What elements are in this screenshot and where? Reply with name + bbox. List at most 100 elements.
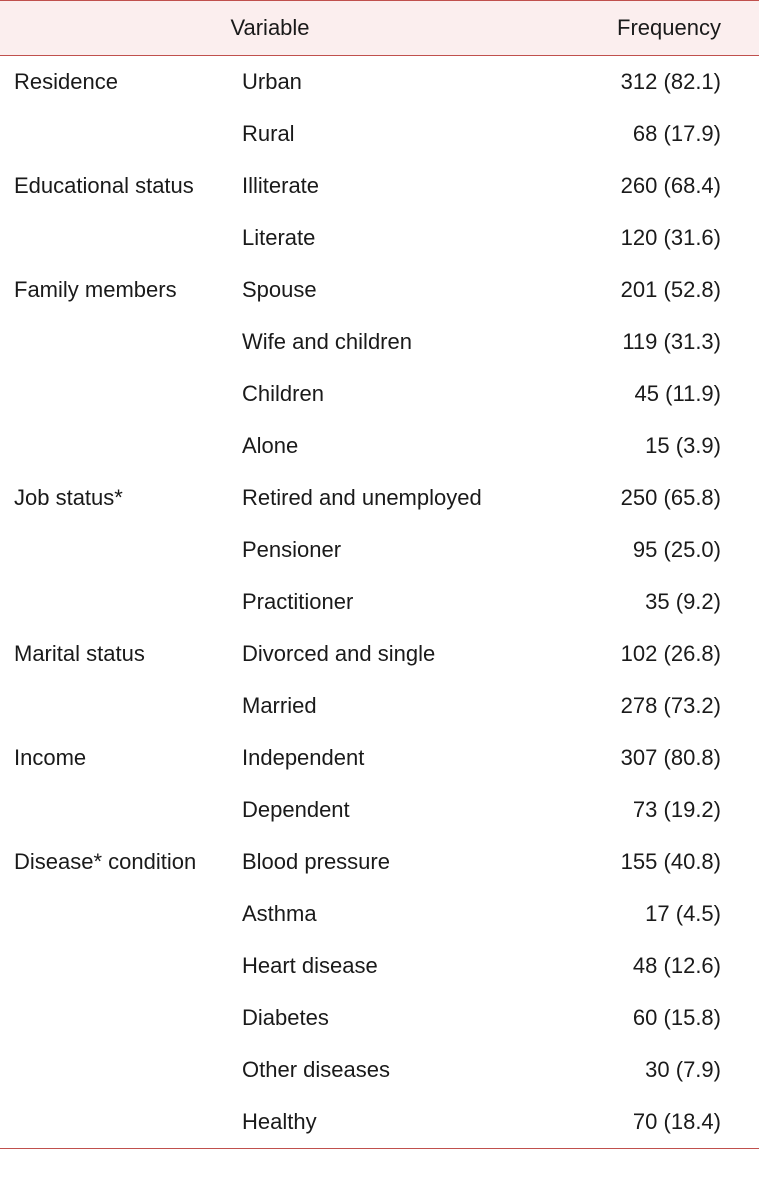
frequency-count: 260 bbox=[617, 173, 657, 199]
frequency-cell: 35 (9.2) bbox=[540, 576, 759, 628]
frequency-count: 250 bbox=[617, 485, 657, 511]
frequency-cell: 102 (26.8) bbox=[540, 628, 759, 680]
column-header-frequency: Frequency bbox=[540, 1, 759, 56]
table-row: Rural68 (17.9) bbox=[0, 108, 759, 160]
variable-cell: Job status* bbox=[0, 472, 230, 524]
frequency-cell: 120 (31.6) bbox=[540, 212, 759, 264]
variable-cell bbox=[0, 108, 230, 160]
frequency-percent: (73.2) bbox=[664, 693, 721, 718]
category-cell: Dependent bbox=[230, 784, 540, 836]
variable-cell bbox=[0, 680, 230, 732]
variable-cell bbox=[0, 992, 230, 1044]
category-cell: Asthma bbox=[230, 888, 540, 940]
frequency-count: 155 bbox=[617, 849, 657, 875]
category-cell: Urban bbox=[230, 56, 540, 109]
table-header-row: Variable Frequency bbox=[0, 1, 759, 56]
frequency-cell: 73 (19.2) bbox=[540, 784, 759, 836]
frequency-percent: (11.9) bbox=[665, 381, 721, 406]
column-header-variable: Variable bbox=[0, 1, 540, 56]
category-cell: Retired and unemployed bbox=[230, 472, 540, 524]
variable-cell bbox=[0, 524, 230, 576]
category-cell: Alone bbox=[230, 420, 540, 472]
category-cell: Diabetes bbox=[230, 992, 540, 1044]
frequency-percent: (17.9) bbox=[664, 121, 721, 146]
category-cell: Heart disease bbox=[230, 940, 540, 992]
table-row: Literate120 (31.6) bbox=[0, 212, 759, 264]
variable-cell bbox=[0, 316, 230, 368]
table-row: Married278 (73.2) bbox=[0, 680, 759, 732]
variable-cell: Residence bbox=[0, 56, 230, 109]
frequency-count: 17 bbox=[630, 901, 670, 927]
variable-cell: Family members bbox=[0, 264, 230, 316]
variable-cell: Marital status bbox=[0, 628, 230, 680]
category-cell: Independent bbox=[230, 732, 540, 784]
table-row: Marital statusDivorced and single102 (26… bbox=[0, 628, 759, 680]
frequency-percent: (65.8) bbox=[664, 485, 721, 510]
frequency-count: 312 bbox=[617, 69, 657, 95]
variable-cell bbox=[0, 784, 230, 836]
frequency-cell: 312 (82.1) bbox=[540, 56, 759, 109]
frequency-count: 278 bbox=[617, 693, 657, 719]
frequency-cell: 307 (80.8) bbox=[540, 732, 759, 784]
category-cell: Literate bbox=[230, 212, 540, 264]
variable-cell bbox=[0, 368, 230, 420]
category-cell: Other diseases bbox=[230, 1044, 540, 1096]
frequency-cell: 70 (18.4) bbox=[540, 1096, 759, 1149]
frequency-percent: (52.8) bbox=[664, 277, 721, 302]
frequency-cell: 17 (4.5) bbox=[540, 888, 759, 940]
frequency-percent: (31.3) bbox=[664, 329, 721, 354]
frequency-percent: (9.2) bbox=[676, 589, 721, 614]
frequency-count: 201 bbox=[617, 277, 657, 303]
frequency-count: 73 bbox=[617, 797, 657, 823]
frequency-percent: (40.8) bbox=[664, 849, 721, 874]
frequency-count: 120 bbox=[617, 225, 657, 251]
table-row: Pensioner95 (25.0) bbox=[0, 524, 759, 576]
frequency-count: 35 bbox=[630, 589, 670, 615]
category-cell: Married bbox=[230, 680, 540, 732]
category-cell: Spouse bbox=[230, 264, 540, 316]
frequency-count: 30 bbox=[630, 1057, 670, 1083]
frequency-cell: 68 (17.9) bbox=[540, 108, 759, 160]
table-row: Wife and children 119 (31.3) bbox=[0, 316, 759, 368]
table-row: Alone15 (3.9) bbox=[0, 420, 759, 472]
table-row: Heart disease48 (12.6) bbox=[0, 940, 759, 992]
variable-cell: Educational status bbox=[0, 160, 230, 212]
variable-cell bbox=[0, 420, 230, 472]
frequency-cell: 250 (65.8) bbox=[540, 472, 759, 524]
category-cell: Healthy bbox=[230, 1096, 540, 1149]
table-body: ResidenceUrban312 (82.1)Rural68 (17.9)Ed… bbox=[0, 56, 759, 1149]
frequency-percent: (25.0) bbox=[664, 537, 721, 562]
table-row: Children45 (11.9) bbox=[0, 368, 759, 420]
frequency-percent: (15.8) bbox=[664, 1005, 721, 1030]
variable-cell: Disease* condition bbox=[0, 836, 230, 888]
frequency-percent: (18.4) bbox=[664, 1109, 721, 1134]
category-cell: Illiterate bbox=[230, 160, 540, 212]
category-cell: Children bbox=[230, 368, 540, 420]
variable-cell bbox=[0, 888, 230, 940]
frequency-cell: 95 (25.0) bbox=[540, 524, 759, 576]
data-table: Variable Frequency ResidenceUrban312 (82… bbox=[0, 0, 759, 1149]
frequency-count: 119 bbox=[617, 329, 657, 355]
frequency-cell: 155 (40.8) bbox=[540, 836, 759, 888]
frequency-count: 68 bbox=[617, 121, 657, 147]
table-row: ResidenceUrban312 (82.1) bbox=[0, 56, 759, 109]
table-row: Healthy70 (18.4) bbox=[0, 1096, 759, 1149]
frequency-percent: (12.6) bbox=[664, 953, 721, 978]
category-cell: Rural bbox=[230, 108, 540, 160]
frequency-cell: 201 (52.8) bbox=[540, 264, 759, 316]
table-row: Job status*Retired and unemployed250 (65… bbox=[0, 472, 759, 524]
frequency-percent: (26.8) bbox=[664, 641, 721, 666]
category-cell: Practitioner bbox=[230, 576, 540, 628]
frequency-count: 45 bbox=[619, 381, 659, 407]
frequency-cell: 45 (11.9) bbox=[540, 368, 759, 420]
frequency-percent: (31.6) bbox=[664, 225, 721, 250]
category-cell: Wife and children bbox=[230, 316, 540, 368]
frequency-percent: (80.8) bbox=[664, 745, 721, 770]
frequency-percent: (7.9) bbox=[676, 1057, 721, 1082]
frequency-cell: 260 (68.4) bbox=[540, 160, 759, 212]
frequency-cell: 48 (12.6) bbox=[540, 940, 759, 992]
frequency-cell: 278 (73.2) bbox=[540, 680, 759, 732]
variable-cell bbox=[0, 576, 230, 628]
table-row: Disease* conditionBlood pressure155 (40.… bbox=[0, 836, 759, 888]
table-row: Diabetes60 (15.8) bbox=[0, 992, 759, 1044]
